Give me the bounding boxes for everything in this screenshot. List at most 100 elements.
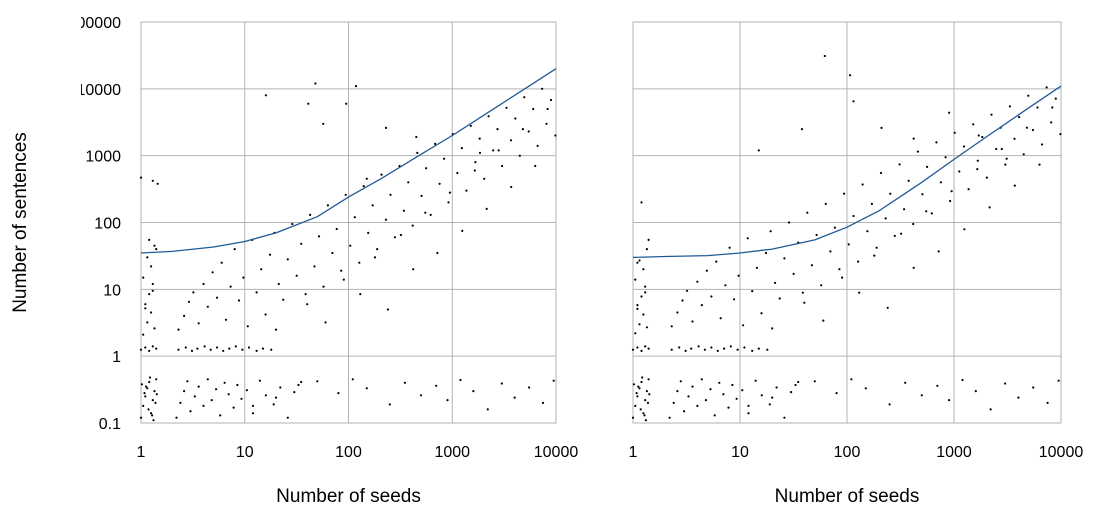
x-tick-label: 1 [137, 444, 146, 461]
data-point [510, 185, 513, 189]
data-point [635, 392, 638, 395]
data-point [282, 298, 285, 301]
data-point [371, 204, 374, 207]
data-point [349, 244, 352, 247]
data-point [147, 408, 150, 411]
data-point [746, 237, 749, 240]
data-point [638, 387, 641, 390]
data-point [643, 414, 646, 417]
data-point [801, 291, 804, 294]
data-point [399, 233, 402, 237]
data-point [735, 397, 738, 400]
data-point [1017, 396, 1020, 399]
data-point [1059, 133, 1062, 136]
data-point [189, 410, 192, 413]
y-tick-label: .1 [600, 416, 613, 433]
data-point [1013, 184, 1016, 187]
data-point [474, 161, 477, 164]
data-point [206, 305, 209, 308]
data-point [536, 144, 539, 147]
y-axis-title: Number of sentences [10, 132, 31, 313]
data-point [196, 347, 199, 350]
data-point [886, 306, 889, 309]
x-axis-title: Number of seeds [775, 486, 920, 507]
data-point [958, 170, 961, 173]
data-point [223, 381, 226, 384]
data-point [461, 229, 464, 232]
data-point [541, 87, 544, 90]
data-point [847, 243, 850, 246]
data-point [810, 264, 814, 267]
data-point [532, 107, 535, 111]
data-point [636, 395, 639, 398]
data-point [386, 308, 389, 311]
data-point [775, 386, 778, 389]
data-point [766, 348, 769, 351]
data-point [755, 266, 759, 269]
data-point [729, 345, 732, 348]
data-point [153, 244, 156, 247]
data-point [852, 100, 855, 103]
data-point [215, 296, 219, 299]
data-point [317, 235, 321, 238]
data-point [155, 347, 158, 350]
data-point [291, 222, 294, 226]
data-point [222, 349, 225, 352]
data-point [774, 281, 777, 284]
data-point [245, 389, 248, 392]
data-point [554, 134, 557, 137]
data-point [527, 130, 530, 133]
data-point [146, 256, 149, 259]
data-point [679, 380, 682, 383]
data-point [241, 348, 244, 351]
data-point [820, 284, 823, 287]
data-point [448, 191, 451, 194]
data-point [771, 396, 774, 399]
data-point [641, 376, 644, 379]
data-point [1004, 382, 1007, 385]
data-point [638, 323, 641, 326]
data-point [335, 227, 338, 231]
data-point [889, 192, 892, 195]
data-point [678, 346, 681, 349]
data-point [710, 295, 713, 298]
data-point [850, 378, 853, 381]
data-point [151, 399, 154, 402]
data-point [142, 276, 145, 279]
data-point [233, 248, 236, 251]
data-point [903, 208, 906, 211]
data-point [242, 276, 245, 279]
left-scatter-panel: 1 10 100 1000 10000 0.1 1 10 100 1000 10000 100000 N… [10, 15, 578, 507]
data-point [769, 230, 772, 233]
data-point [307, 102, 310, 105]
data-point [492, 149, 495, 152]
data-point [790, 391, 793, 394]
data-point [505, 106, 508, 109]
data-point [696, 280, 699, 283]
data-point [634, 278, 637, 281]
data-point [344, 193, 347, 196]
data-point [822, 319, 825, 322]
data-point [700, 378, 703, 381]
data-point [407, 181, 410, 184]
x-tick-label: 100 [834, 444, 861, 461]
data-point [806, 211, 809, 214]
data-point [322, 285, 325, 288]
data-point [757, 347, 760, 350]
data-point [416, 151, 419, 154]
data-point [309, 213, 312, 216]
data-point [1032, 386, 1035, 389]
data-point [177, 328, 180, 331]
data-point [936, 384, 939, 387]
data-point [684, 349, 687, 352]
data-point [644, 345, 647, 348]
data-point [151, 179, 154, 182]
data-point [718, 381, 721, 384]
data-point [304, 293, 307, 296]
data-point [976, 159, 979, 162]
data-point [719, 317, 722, 320]
data-point [447, 201, 450, 204]
data-point [192, 291, 195, 294]
data-point [251, 412, 255, 415]
